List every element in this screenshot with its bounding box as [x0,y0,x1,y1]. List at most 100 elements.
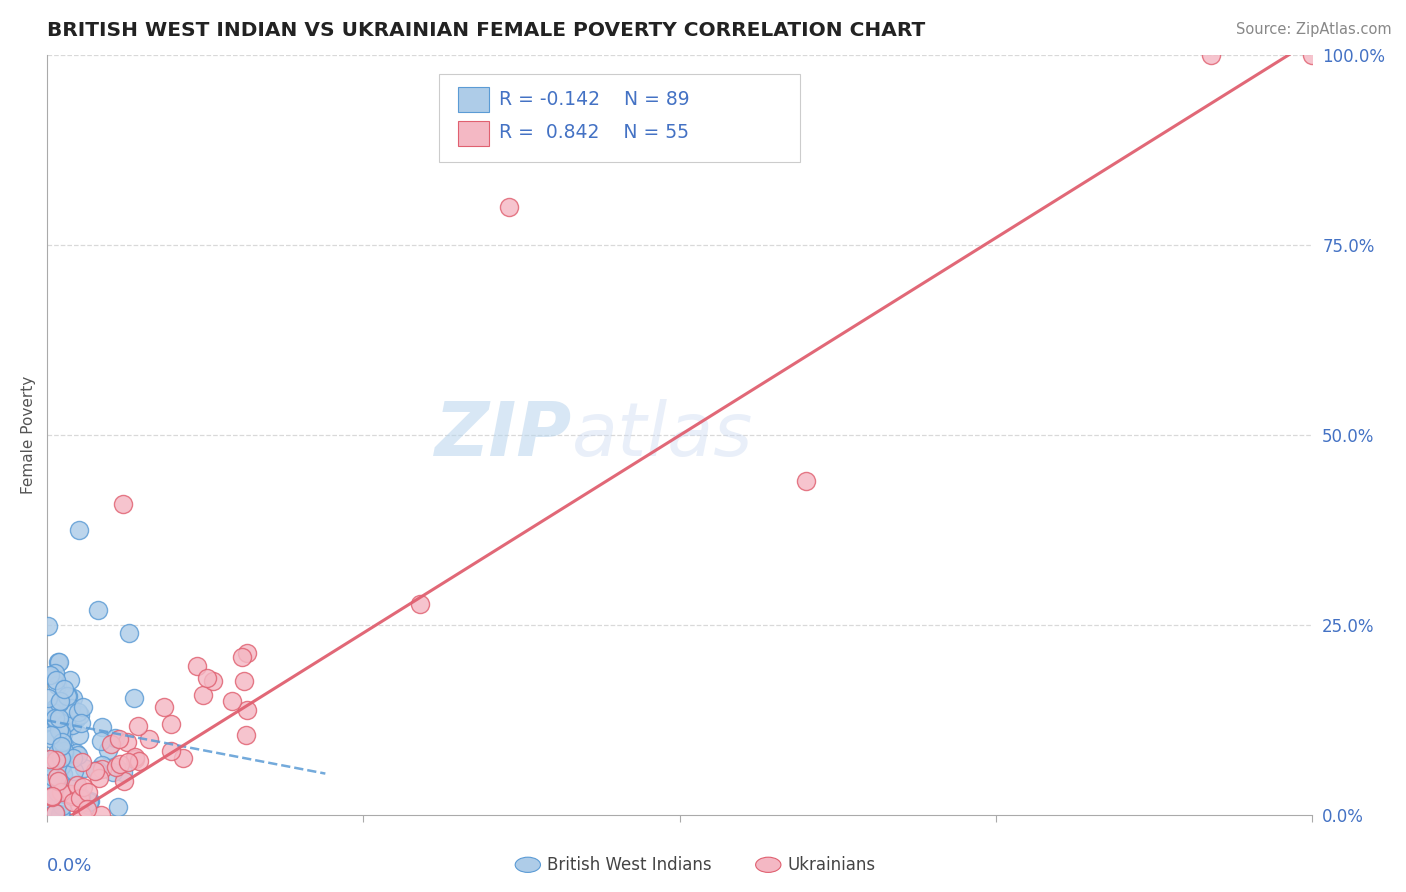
Point [90,762,112,776]
Point [52,766,75,780]
Point [52,727,75,741]
Point [70,789,93,804]
Point [108,731,131,746]
Text: Ukrainians: Ukrainians [787,855,876,874]
Point [108,756,131,771]
Point [69,707,91,722]
Point [72,700,94,714]
Point [124,749,146,764]
Text: R = -0.142    N = 89: R = -0.142 N = 89 [499,90,689,109]
Point [231,650,253,665]
Point [49,759,72,773]
Point [90,808,112,822]
Point [39,728,62,742]
Point [49,808,72,822]
Point [186,659,208,673]
Point [77,798,100,813]
Point [37,691,59,706]
Point [69,791,91,805]
Point [236,646,259,660]
Point [124,752,146,766]
Point [41,780,63,794]
Text: R =  0.842    N = 55: R = 0.842 N = 55 [499,123,689,143]
Point [49,739,72,754]
Point [45,673,67,687]
Point [172,751,194,765]
Point [44,711,66,725]
Point [49,726,72,740]
Point [42,705,65,719]
Point [160,744,183,758]
Point [112,764,135,779]
Point [59,673,82,688]
Text: BRITISH WEST INDIAN VS UKRAINIAN FEMALE POVERTY CORRELATION CHART: BRITISH WEST INDIAN VS UKRAINIAN FEMALE … [46,21,925,40]
Point [39,752,62,766]
Point [128,754,150,768]
Point [60,701,83,715]
Point [101,764,124,779]
Point [41,778,63,792]
Point [202,673,225,688]
Point [44,665,66,680]
Point [66,747,89,762]
Point [39,759,62,773]
Point [233,674,256,689]
Text: 0.0%: 0.0% [46,857,93,875]
Point [37,790,59,805]
Point [72,780,94,795]
Point [67,797,90,811]
Point [122,690,145,705]
Point [87,771,110,785]
Point [44,700,66,714]
Point [48,655,70,669]
Point [56,689,79,703]
Point [90,733,112,747]
Point [73,761,96,775]
Point [46,655,69,669]
Point [39,668,62,682]
Point [51,719,73,733]
Point [38,714,60,728]
Point [60,717,83,731]
Point [86,603,108,617]
Point [67,727,90,741]
Point [195,671,218,685]
Point [51,735,73,749]
Point [63,764,86,778]
Point [46,774,69,789]
Text: atlas: atlas [572,400,754,471]
Point [65,712,87,726]
Point [90,758,112,772]
Point [160,717,183,731]
Point [53,741,76,756]
Point [60,787,83,801]
Point [77,785,100,799]
Y-axis label: Female Poverty: Female Poverty [21,376,35,494]
Point [498,200,520,214]
Point [42,770,65,784]
Point [79,794,101,808]
Point [44,775,66,789]
Point [100,737,122,751]
Point [51,757,73,772]
Point [112,774,135,789]
Text: Source: ZipAtlas.com: Source: ZipAtlas.com [1236,22,1392,37]
Point [97,742,120,756]
Point [70,808,93,822]
Point [138,732,160,747]
Point [46,746,69,760]
Point [46,767,69,781]
Point [409,597,432,611]
Point [49,694,72,708]
Text: ZIP: ZIP [434,399,572,472]
Point [45,785,67,799]
Point [39,752,62,766]
Point [44,714,66,728]
Point [236,703,259,717]
Point [55,716,77,731]
Point [66,778,89,792]
Point [1301,48,1323,62]
Point [52,787,75,801]
Point [38,772,60,786]
Bar [458,120,489,145]
